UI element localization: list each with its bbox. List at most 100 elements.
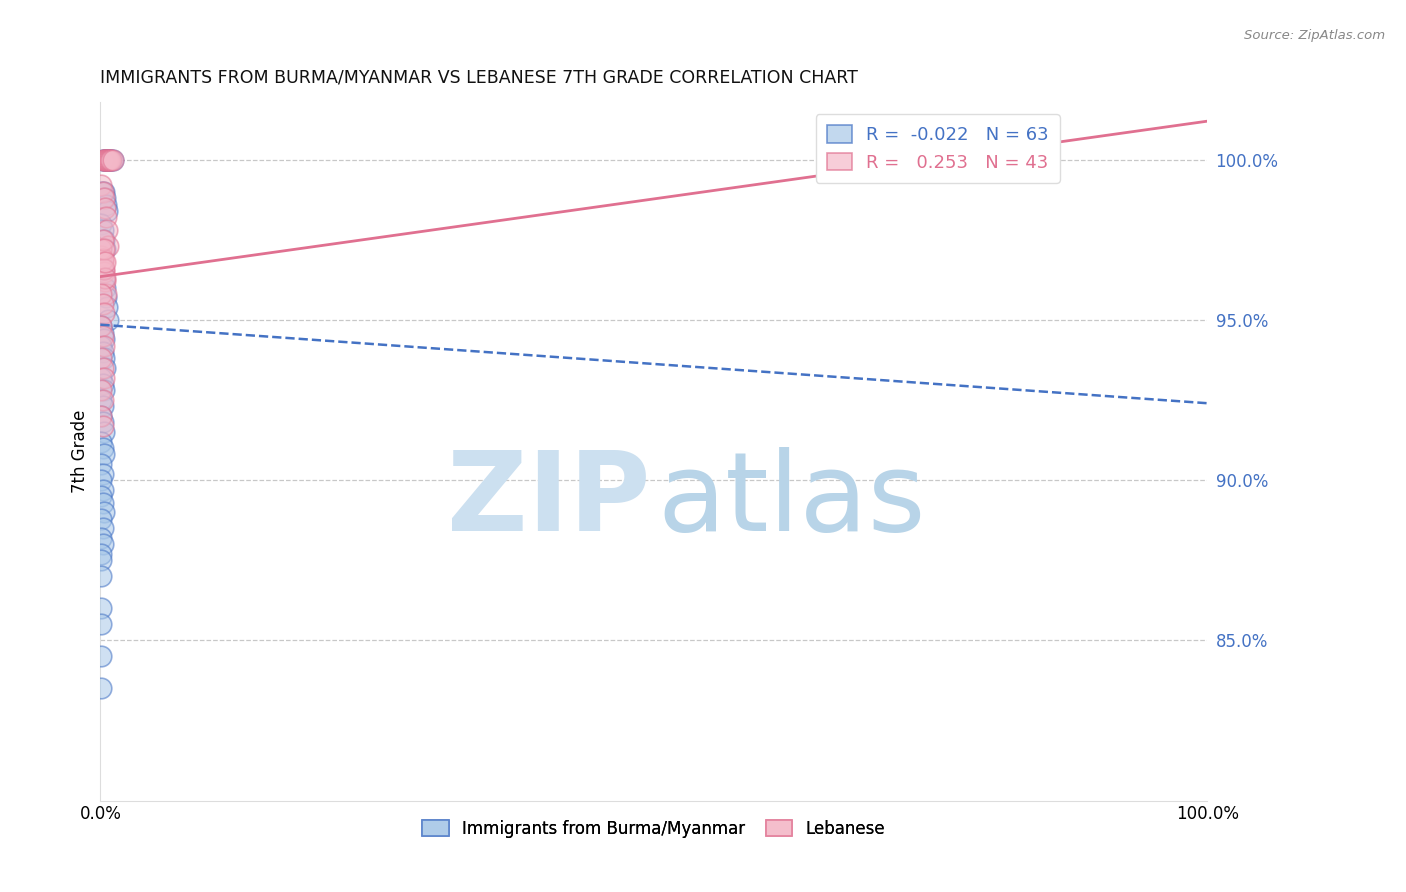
- Point: [91, 223, 114, 237]
- Point: [90, 249, 112, 263]
- Point: [94, 153, 117, 167]
- Point: [91, 329, 114, 343]
- Point: [93, 338, 115, 352]
- Point: [91, 441, 114, 455]
- Point: [90, 547, 112, 561]
- Point: [90, 319, 112, 334]
- Point: [97, 153, 120, 167]
- Point: [101, 153, 124, 167]
- Point: [91, 252, 114, 266]
- Point: [90, 457, 112, 471]
- Point: [90, 489, 112, 503]
- Point: [98, 153, 121, 167]
- Point: [90, 351, 112, 366]
- Point: [90, 392, 112, 407]
- Point: [91, 537, 114, 551]
- Point: [93, 243, 115, 257]
- Point: [93, 351, 115, 366]
- Point: [90, 255, 112, 269]
- Point: [91, 345, 114, 359]
- Point: [91, 261, 114, 276]
- Point: [93, 306, 115, 320]
- Point: [90, 569, 112, 583]
- Text: ZIP: ZIP: [447, 447, 651, 554]
- Point: [98, 153, 121, 167]
- Point: [90, 319, 112, 334]
- Point: [94, 255, 117, 269]
- Point: [97, 153, 120, 167]
- Point: [97, 239, 120, 253]
- Point: [100, 153, 122, 167]
- Point: [91, 185, 114, 199]
- Point: [90, 553, 112, 567]
- Point: [90, 409, 112, 423]
- Point: [96, 300, 118, 314]
- Text: Source: ZipAtlas.com: Source: ZipAtlas.com: [1244, 29, 1385, 42]
- Point: [91, 255, 114, 269]
- Point: [90, 601, 112, 615]
- Point: [91, 326, 114, 340]
- Point: [97, 313, 120, 327]
- Point: [91, 521, 114, 535]
- Point: [96, 153, 118, 167]
- Point: [90, 178, 112, 193]
- Point: [93, 332, 115, 346]
- Point: [90, 409, 112, 423]
- Point: [90, 649, 112, 664]
- Point: [94, 153, 117, 167]
- Point: [94, 281, 117, 295]
- Point: [90, 531, 112, 545]
- Point: [91, 467, 114, 481]
- Point: [91, 483, 114, 497]
- Point: [93, 233, 115, 247]
- Point: [91, 185, 114, 199]
- Point: [93, 153, 115, 167]
- Point: [93, 261, 115, 276]
- Point: [91, 361, 114, 376]
- Point: [90, 338, 112, 352]
- Point: [94, 153, 117, 167]
- Point: [94, 271, 117, 285]
- Point: [1035, 153, 1057, 167]
- Point: [98, 153, 121, 167]
- Point: [90, 434, 112, 449]
- Point: [93, 185, 115, 199]
- Point: [94, 211, 117, 225]
- Y-axis label: 7th Grade: 7th Grade: [72, 409, 89, 493]
- Point: [93, 384, 115, 398]
- Point: [90, 681, 112, 696]
- Point: [91, 416, 114, 430]
- Point: [96, 153, 118, 167]
- Point: [94, 153, 117, 167]
- Point: [90, 287, 112, 301]
- Point: [90, 511, 112, 525]
- Point: [91, 400, 114, 414]
- Point: [91, 495, 114, 509]
- Point: [90, 473, 112, 487]
- Point: [93, 425, 115, 439]
- Point: [91, 297, 114, 311]
- Point: [93, 448, 115, 462]
- Point: [93, 191, 115, 205]
- Point: [90, 217, 112, 231]
- Point: [94, 275, 117, 289]
- Point: [93, 265, 115, 279]
- Point: [91, 418, 114, 433]
- Point: [94, 243, 117, 257]
- Text: atlas: atlas: [657, 447, 925, 554]
- Point: [90, 185, 112, 199]
- Text: IMMIGRANTS FROM BURMA/MYANMAR VS LEBANESE 7TH GRADE CORRELATION CHART: IMMIGRANTS FROM BURMA/MYANMAR VS LEBANES…: [100, 69, 858, 87]
- Point: [91, 153, 114, 167]
- Point: [93, 505, 115, 519]
- Point: [94, 287, 117, 301]
- Point: [90, 384, 112, 398]
- Point: [91, 392, 114, 407]
- Point: [96, 223, 118, 237]
- Point: [100, 153, 122, 167]
- Legend: Immigrants from Burma/Myanmar, Lebanese: Immigrants from Burma/Myanmar, Lebanese: [416, 814, 891, 845]
- Point: [101, 153, 124, 167]
- Point: [98, 153, 121, 167]
- Point: [93, 370, 115, 384]
- Point: [91, 153, 114, 167]
- Point: [94, 290, 117, 304]
